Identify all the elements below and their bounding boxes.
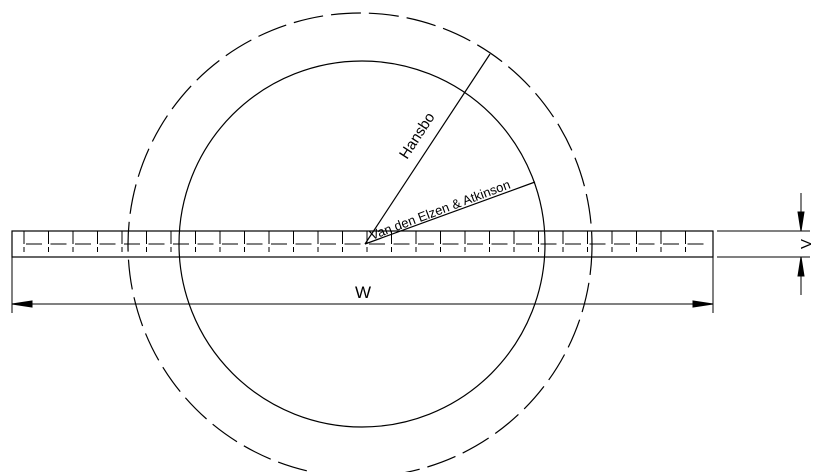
width-arrow-left [11,300,33,308]
hansbo-circle [127,12,593,472]
thickness-arrow-top [797,211,805,232]
hansbo-radius-line [364,53,491,245]
thickness-dimension [717,193,810,295]
van-den-elzen-radius-line [364,181,536,245]
width-label: W [355,283,371,302]
width-dimension [11,257,714,313]
hansbo-label: Hansbo [396,110,438,163]
drain-strip [11,230,714,258]
thickness-label: V [798,239,815,249]
thickness-arrow-bottom [797,256,805,277]
width-arrow-right [692,300,714,308]
